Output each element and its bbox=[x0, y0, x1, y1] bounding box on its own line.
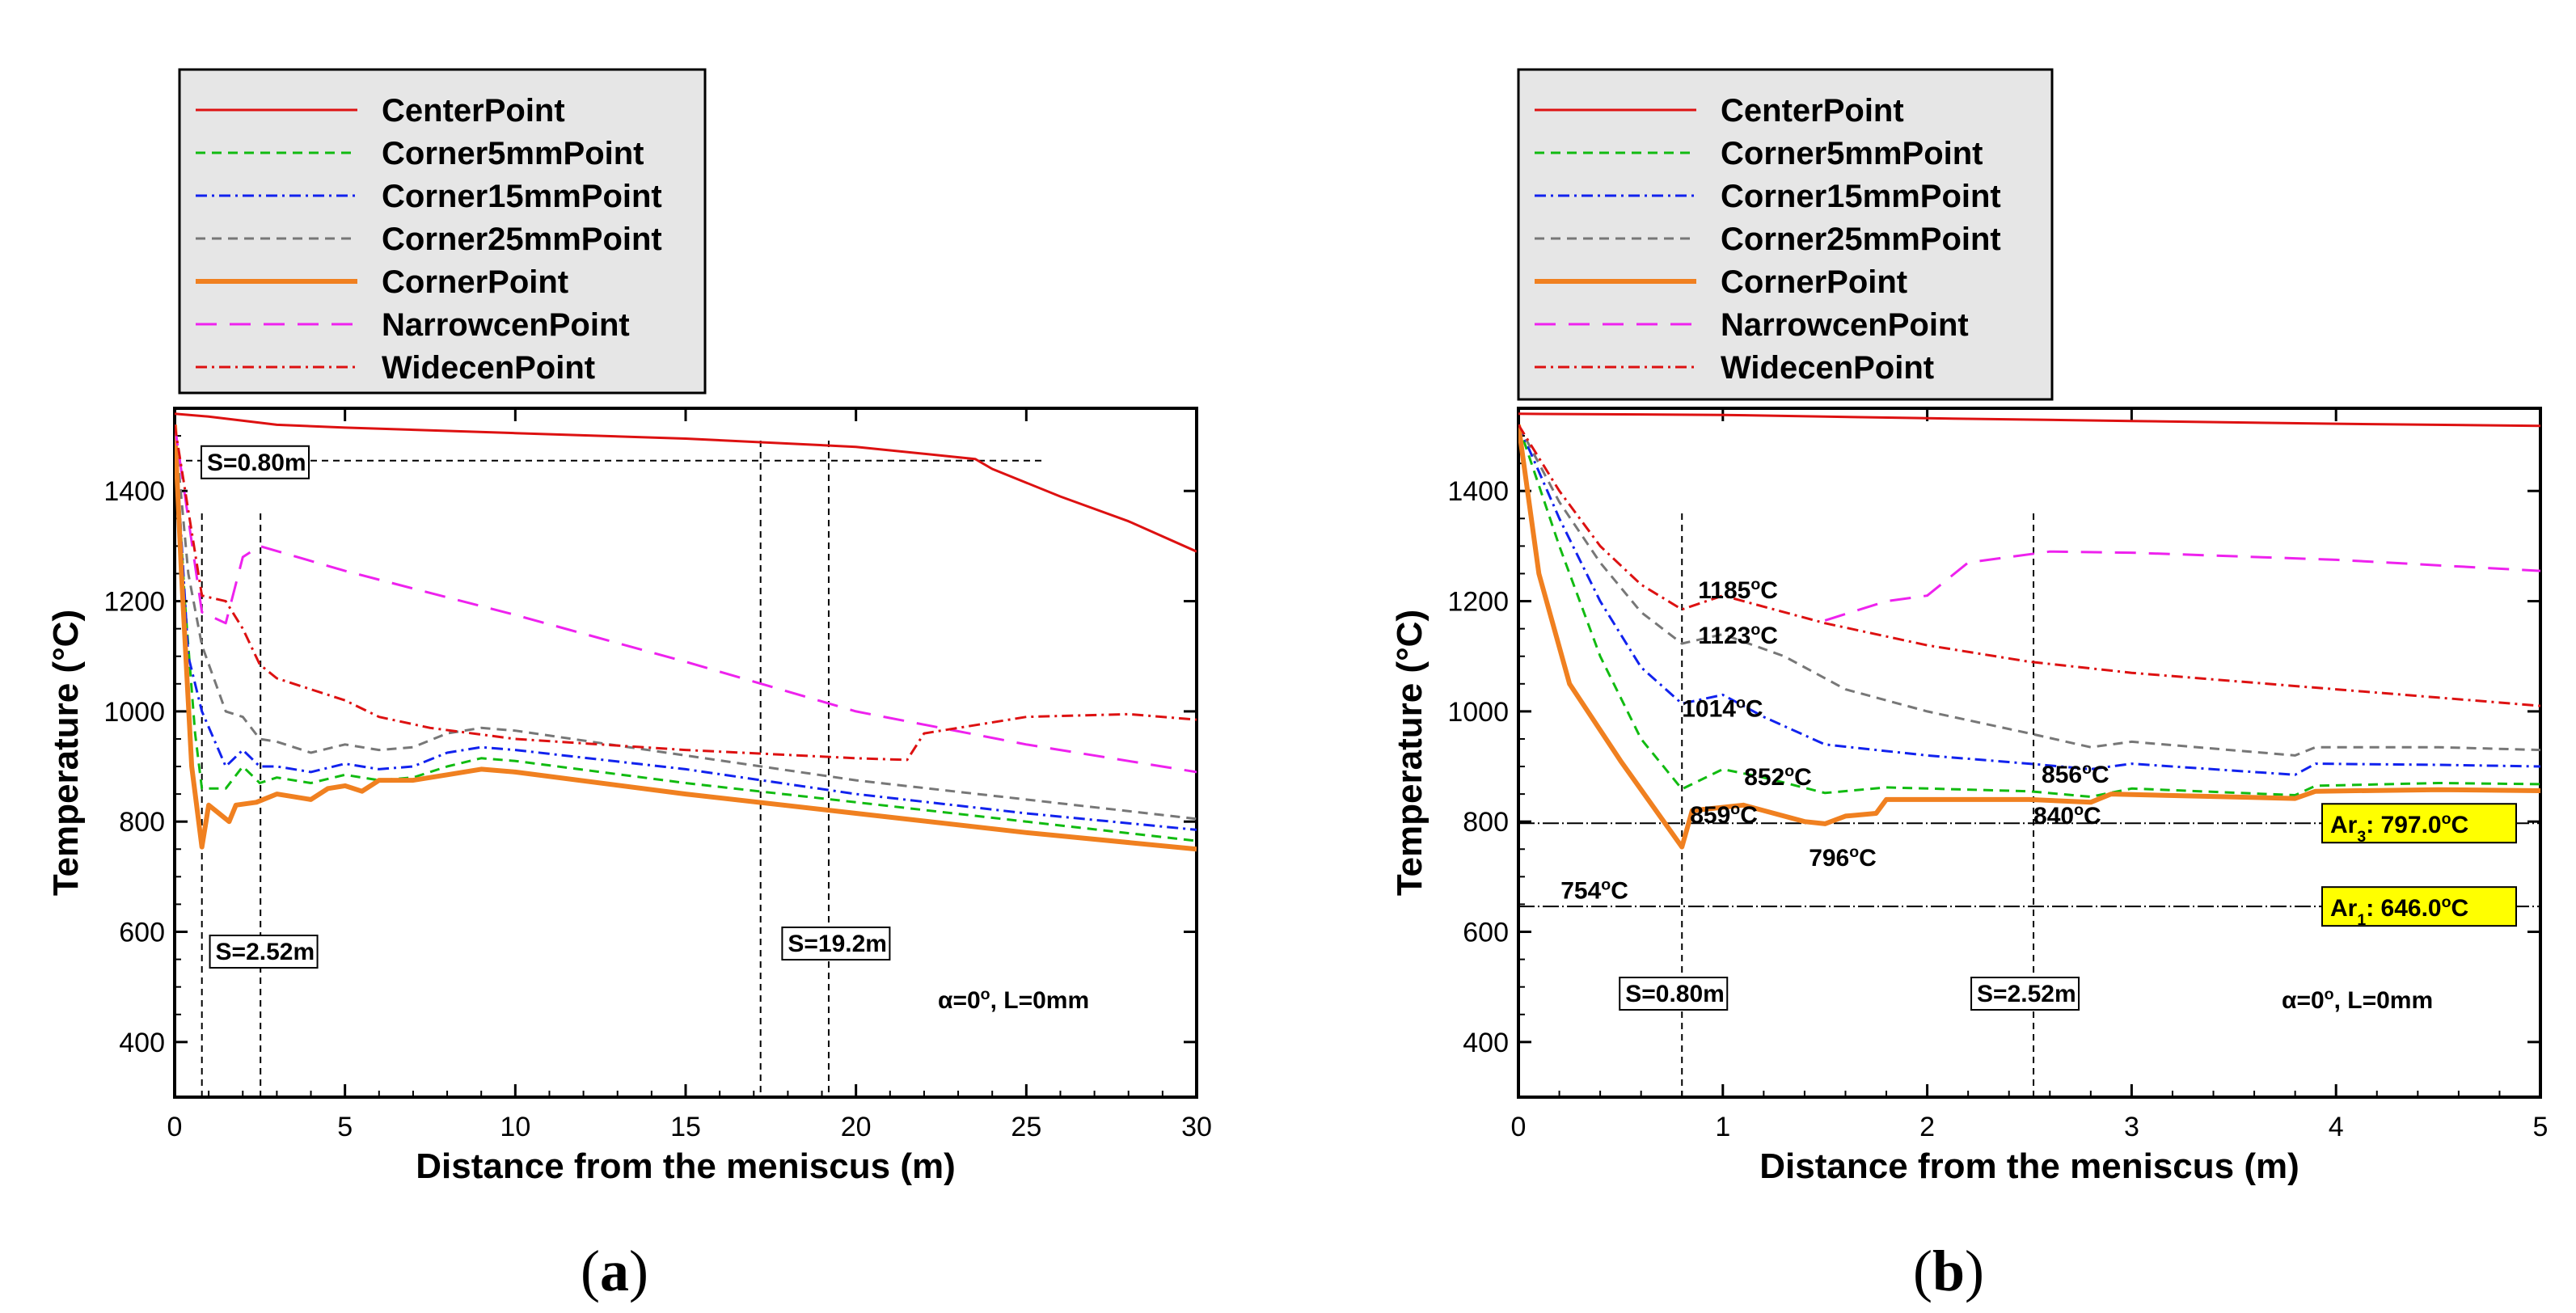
series-line-centerpoint bbox=[175, 412, 1197, 553]
reference-label-text: S=2.52m bbox=[216, 939, 315, 965]
data-annotation: 856oC bbox=[2042, 760, 2109, 788]
reference-label-text: S=0.80m bbox=[207, 450, 306, 476]
series-line-narrowcenpoint bbox=[175, 424, 1197, 774]
series-line-cornerpoint bbox=[175, 424, 1197, 852]
x-axis-title: Distance from the meniscus (m) bbox=[416, 1146, 956, 1186]
legend-label: Corner25mmPoint bbox=[382, 222, 662, 257]
series-line-corner25mmpoint bbox=[175, 424, 1197, 821]
y-tick-label: 800 bbox=[1463, 807, 1509, 838]
y-tick-label: 600 bbox=[119, 918, 165, 948]
data-annotation: 1123oC bbox=[1698, 621, 1778, 649]
y-tick-label: 400 bbox=[119, 1028, 165, 1058]
legend-label: NarrowcenPoint bbox=[1721, 307, 1969, 343]
x-tick-label: 25 bbox=[1011, 1112, 1041, 1142]
legend-label: CornerPoint bbox=[1721, 264, 1907, 300]
reference-label: S=19.2m bbox=[781, 927, 891, 960]
plot-area bbox=[175, 412, 1197, 1097]
threshold-label: Ar3: 797.0oC bbox=[2321, 803, 2517, 846]
series-line-narrowcenpoint bbox=[1824, 550, 2540, 622]
panel-label: (a) bbox=[581, 1239, 648, 1303]
data-annotation: 859oC bbox=[1690, 800, 1758, 829]
series-line-widecenpoint bbox=[1518, 424, 2540, 707]
plot-area bbox=[1518, 412, 2540, 1097]
legend-label: WidecenPoint bbox=[1721, 350, 1934, 386]
x-tick-label: 4 bbox=[2329, 1112, 2344, 1142]
legend-label: CenterPoint bbox=[1721, 93, 1904, 129]
x-tick-label: 1 bbox=[1715, 1112, 1730, 1142]
axis-ticks: 0 5 10 15 20 25 30 400 600 800 1000 1200 1400 bbox=[103, 408, 1212, 1142]
y-tick-label: 1000 bbox=[103, 697, 165, 728]
plot-frame bbox=[173, 407, 1198, 1099]
y-tick-label: 400 bbox=[1463, 1028, 1509, 1058]
reference-label: S=0.80m bbox=[201, 445, 310, 479]
x-tick-label: 5 bbox=[337, 1112, 353, 1142]
legend-box bbox=[1517, 68, 2054, 401]
x-tick-label: 30 bbox=[1181, 1112, 1212, 1142]
series-line-corner5mmpoint bbox=[1518, 424, 2540, 798]
y-tick-label: 1000 bbox=[1447, 697, 1509, 728]
threshold-label-text: Ar3: 797.0oC bbox=[2330, 810, 2468, 846]
series-line-cornerpoint bbox=[1518, 424, 2540, 850]
y-tick-label: 600 bbox=[1463, 918, 1509, 948]
x-tick-label: 2 bbox=[1919, 1112, 1935, 1142]
x-axis-title: Distance from the meniscus (m) bbox=[1759, 1146, 2299, 1186]
series-line-corner15mmpoint bbox=[1518, 424, 2540, 776]
panel-label: (b) bbox=[1913, 1239, 1984, 1303]
x-tick-label: 0 bbox=[167, 1112, 183, 1142]
y-tick-label: 1200 bbox=[1447, 587, 1509, 618]
reference-label: S=2.52m bbox=[209, 935, 319, 969]
threshold-label-text: Ar1: 646.0oC bbox=[2330, 893, 2468, 929]
y-tick-label: 1400 bbox=[1447, 476, 1509, 507]
condition-label: α=0o, L=0mm bbox=[2282, 986, 2433, 1014]
legend-label: NarrowcenPoint bbox=[382, 307, 630, 343]
series-line-widecenpoint bbox=[175, 424, 1197, 762]
legend-box bbox=[178, 68, 707, 395]
chart-a: 0 5 10 15 20 25 30 400 600 800 1000 1200 1400 Distanc… bbox=[46, 68, 1212, 1303]
legend: CenterPoint Corner5mmPoint Corner15mmPoint… bbox=[178, 68, 707, 395]
legend-label: CenterPoint bbox=[382, 93, 565, 129]
legend-label: Corner5mmPoint bbox=[382, 136, 644, 171]
legend-label: WidecenPoint bbox=[382, 350, 595, 386]
data-annotation: 754oC bbox=[1560, 876, 1628, 905]
legend-label: Corner15mmPoint bbox=[1721, 179, 2001, 214]
legend-label: CornerPoint bbox=[382, 264, 568, 300]
data-annotation: 852oC bbox=[1744, 762, 1812, 791]
legend-label: Corner25mmPoint bbox=[1721, 222, 2001, 257]
reference-label-text: S=19.2m bbox=[788, 931, 887, 957]
axis-ticks: 0 1 2 3 4 5 400 600 800 1000 1200 1400 bbox=[1447, 408, 2548, 1142]
reference-label: S=2.52m bbox=[1970, 977, 2080, 1011]
data-annotation: 840oC bbox=[2033, 801, 2101, 830]
series-line-corner5mmpoint bbox=[175, 424, 1197, 842]
data-annotation: 796oC bbox=[1809, 843, 1877, 872]
x-tick-label: 3 bbox=[2124, 1112, 2139, 1142]
data-annotation: 1185oC bbox=[1698, 576, 1778, 604]
y-axis-title: Temperature (°C) bbox=[46, 610, 86, 896]
y-tick-label: 800 bbox=[119, 807, 165, 838]
reference-label-text: S=2.52m bbox=[1977, 981, 2076, 1007]
threshold-label: Ar1: 646.0oC bbox=[2321, 886, 2517, 929]
legend: CenterPoint Corner5mmPoint Corner15mmPoint… bbox=[1517, 68, 2054, 401]
series-line-corner15mmpoint bbox=[175, 424, 1197, 831]
y-axis-title: Temperature (°C) bbox=[1390, 610, 1429, 896]
condition-label: α=0o, L=0mm bbox=[938, 986, 1089, 1014]
reference-label-text: S=0.80m bbox=[1625, 981, 1725, 1007]
y-tick-label: 1200 bbox=[103, 587, 165, 618]
x-tick-label: 0 bbox=[1511, 1112, 1527, 1142]
x-tick-label: 15 bbox=[670, 1112, 701, 1142]
x-tick-label: 10 bbox=[500, 1112, 530, 1142]
legend-label: Corner5mmPoint bbox=[1721, 136, 1983, 171]
reference-label: S=0.80m bbox=[1619, 977, 1729, 1011]
data-annotation: 1014oC bbox=[1682, 694, 1763, 722]
x-tick-label: 20 bbox=[841, 1112, 872, 1142]
x-tick-label: 5 bbox=[2533, 1112, 2549, 1142]
legend-label: Corner15mmPoint bbox=[382, 179, 662, 214]
chart-b: 0 1 2 3 4 5 400 600 800 1000 1200 1400 Distance from… bbox=[1390, 68, 2548, 1303]
y-tick-label: 1400 bbox=[103, 476, 165, 507]
series-line-centerpoint bbox=[1518, 412, 2540, 428]
